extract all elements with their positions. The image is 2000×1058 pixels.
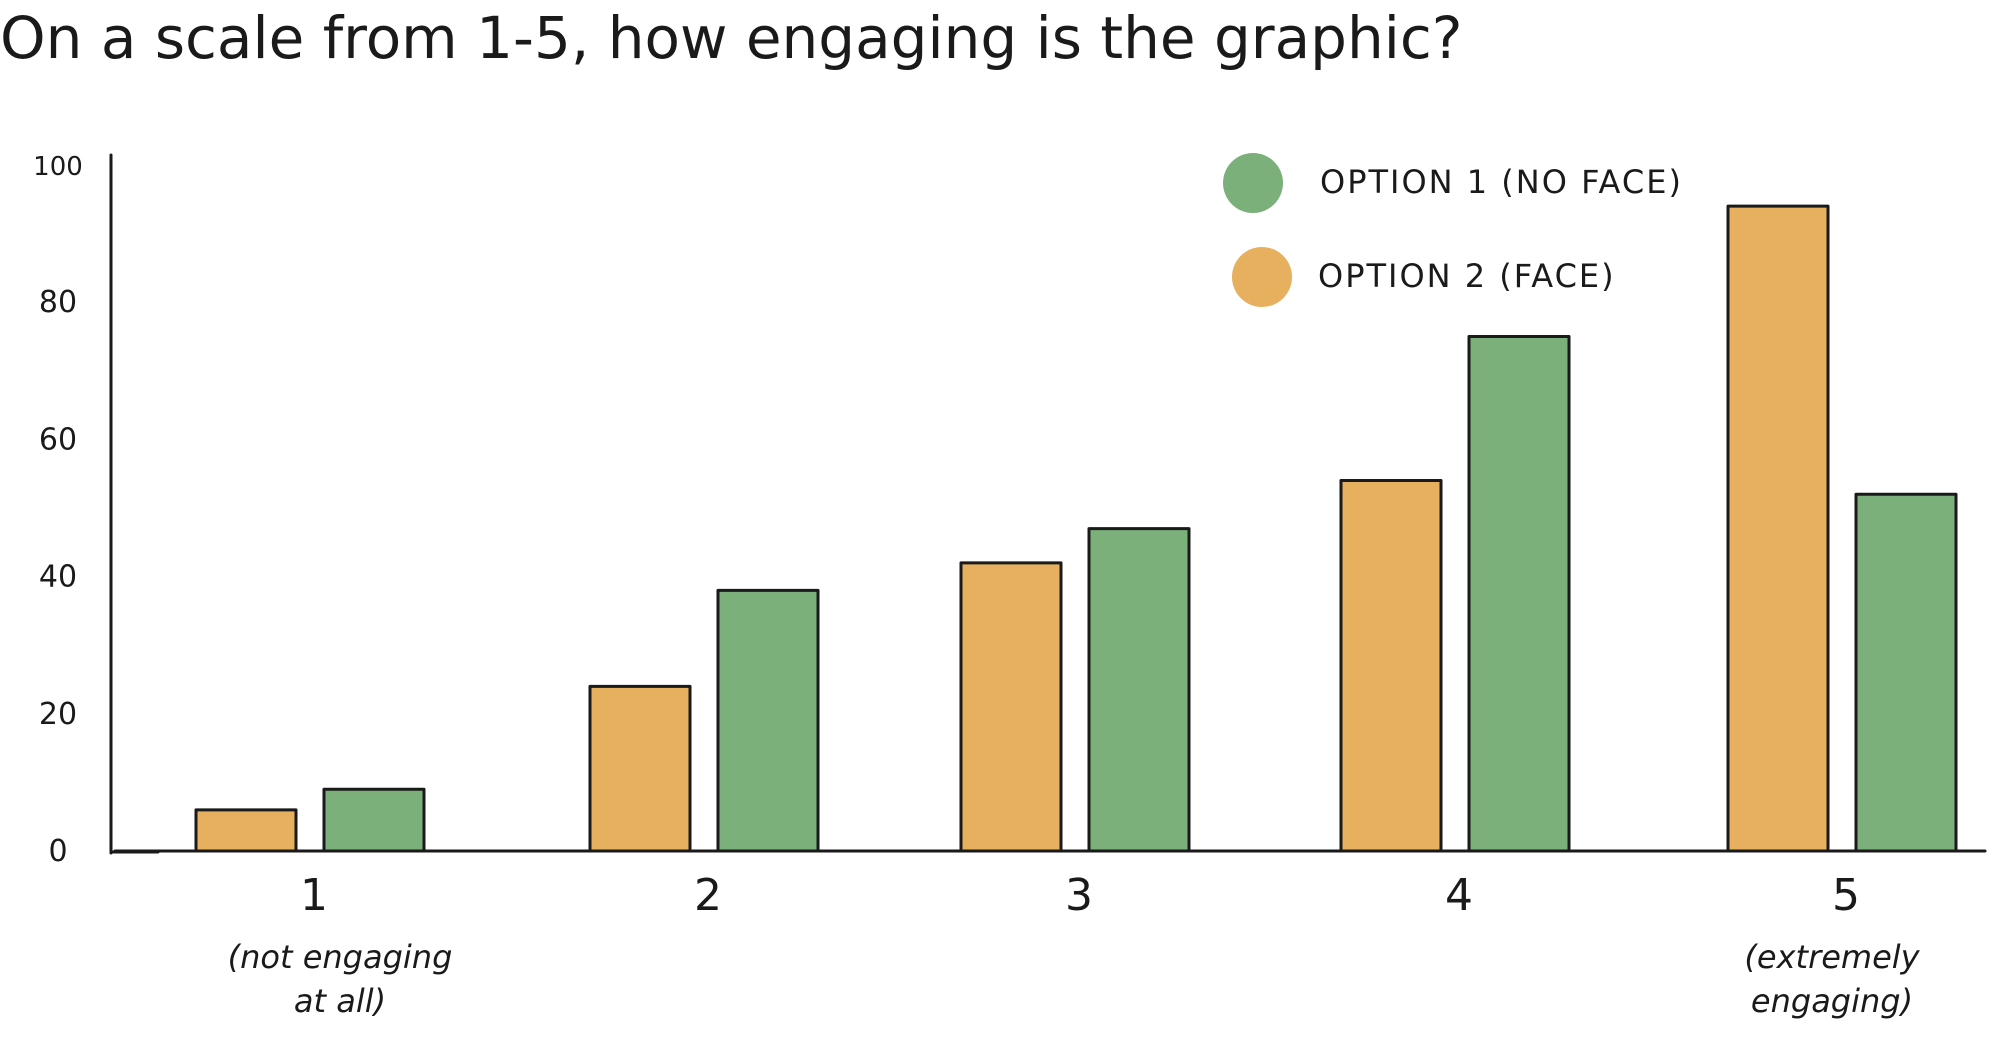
category-note-5: (extremely [1744,938,1920,976]
y-tick-label: 100 [33,152,83,182]
bar-option-2-face-3 [959,561,1063,853]
bar-option-1-no-face-5 [1854,492,1958,853]
y-tick-label: 40 [39,560,77,595]
bar-option-1-no-face-3 [1087,527,1191,853]
x-tick-label: 3 [1065,870,1093,921]
legend-swatch-option-1 [1223,153,1283,213]
x-tick-label: 5 [1832,870,1860,921]
legend-label-option-1: OPTION 1 (NO FACE) [1320,163,1683,201]
x-tick-label: 1 [300,870,328,921]
bar-option-2-face-4 [1339,479,1443,853]
legend-swatch-option-2 [1232,247,1292,307]
bar-option-2-face-1 [194,808,298,853]
bar-option-1-no-face-1 [322,787,426,853]
bar-option-1-no-face-2 [716,588,820,853]
y-tick-label: 80 [39,285,77,320]
y-tick-label: 20 [39,697,77,732]
category-note-1: (not engaging [228,938,453,976]
category-note-5: engaging) [1751,982,1913,1020]
bar-option-2-face-5 [1726,204,1830,853]
category-note-1: at all) [294,982,386,1020]
x-tick-label: 2 [694,870,722,921]
chart-title: On a scale from 1-5, how engaging is the… [0,4,1463,72]
bar-option-2-face-2 [588,684,692,853]
legend-label-option-2: OPTION 2 (FACE) [1318,257,1616,295]
x-tick-label: 4 [1445,870,1473,921]
y-tick-label: 0 [48,834,67,869]
bar-option-1-no-face-4 [1467,335,1571,853]
y-tick-label: 60 [39,422,77,457]
